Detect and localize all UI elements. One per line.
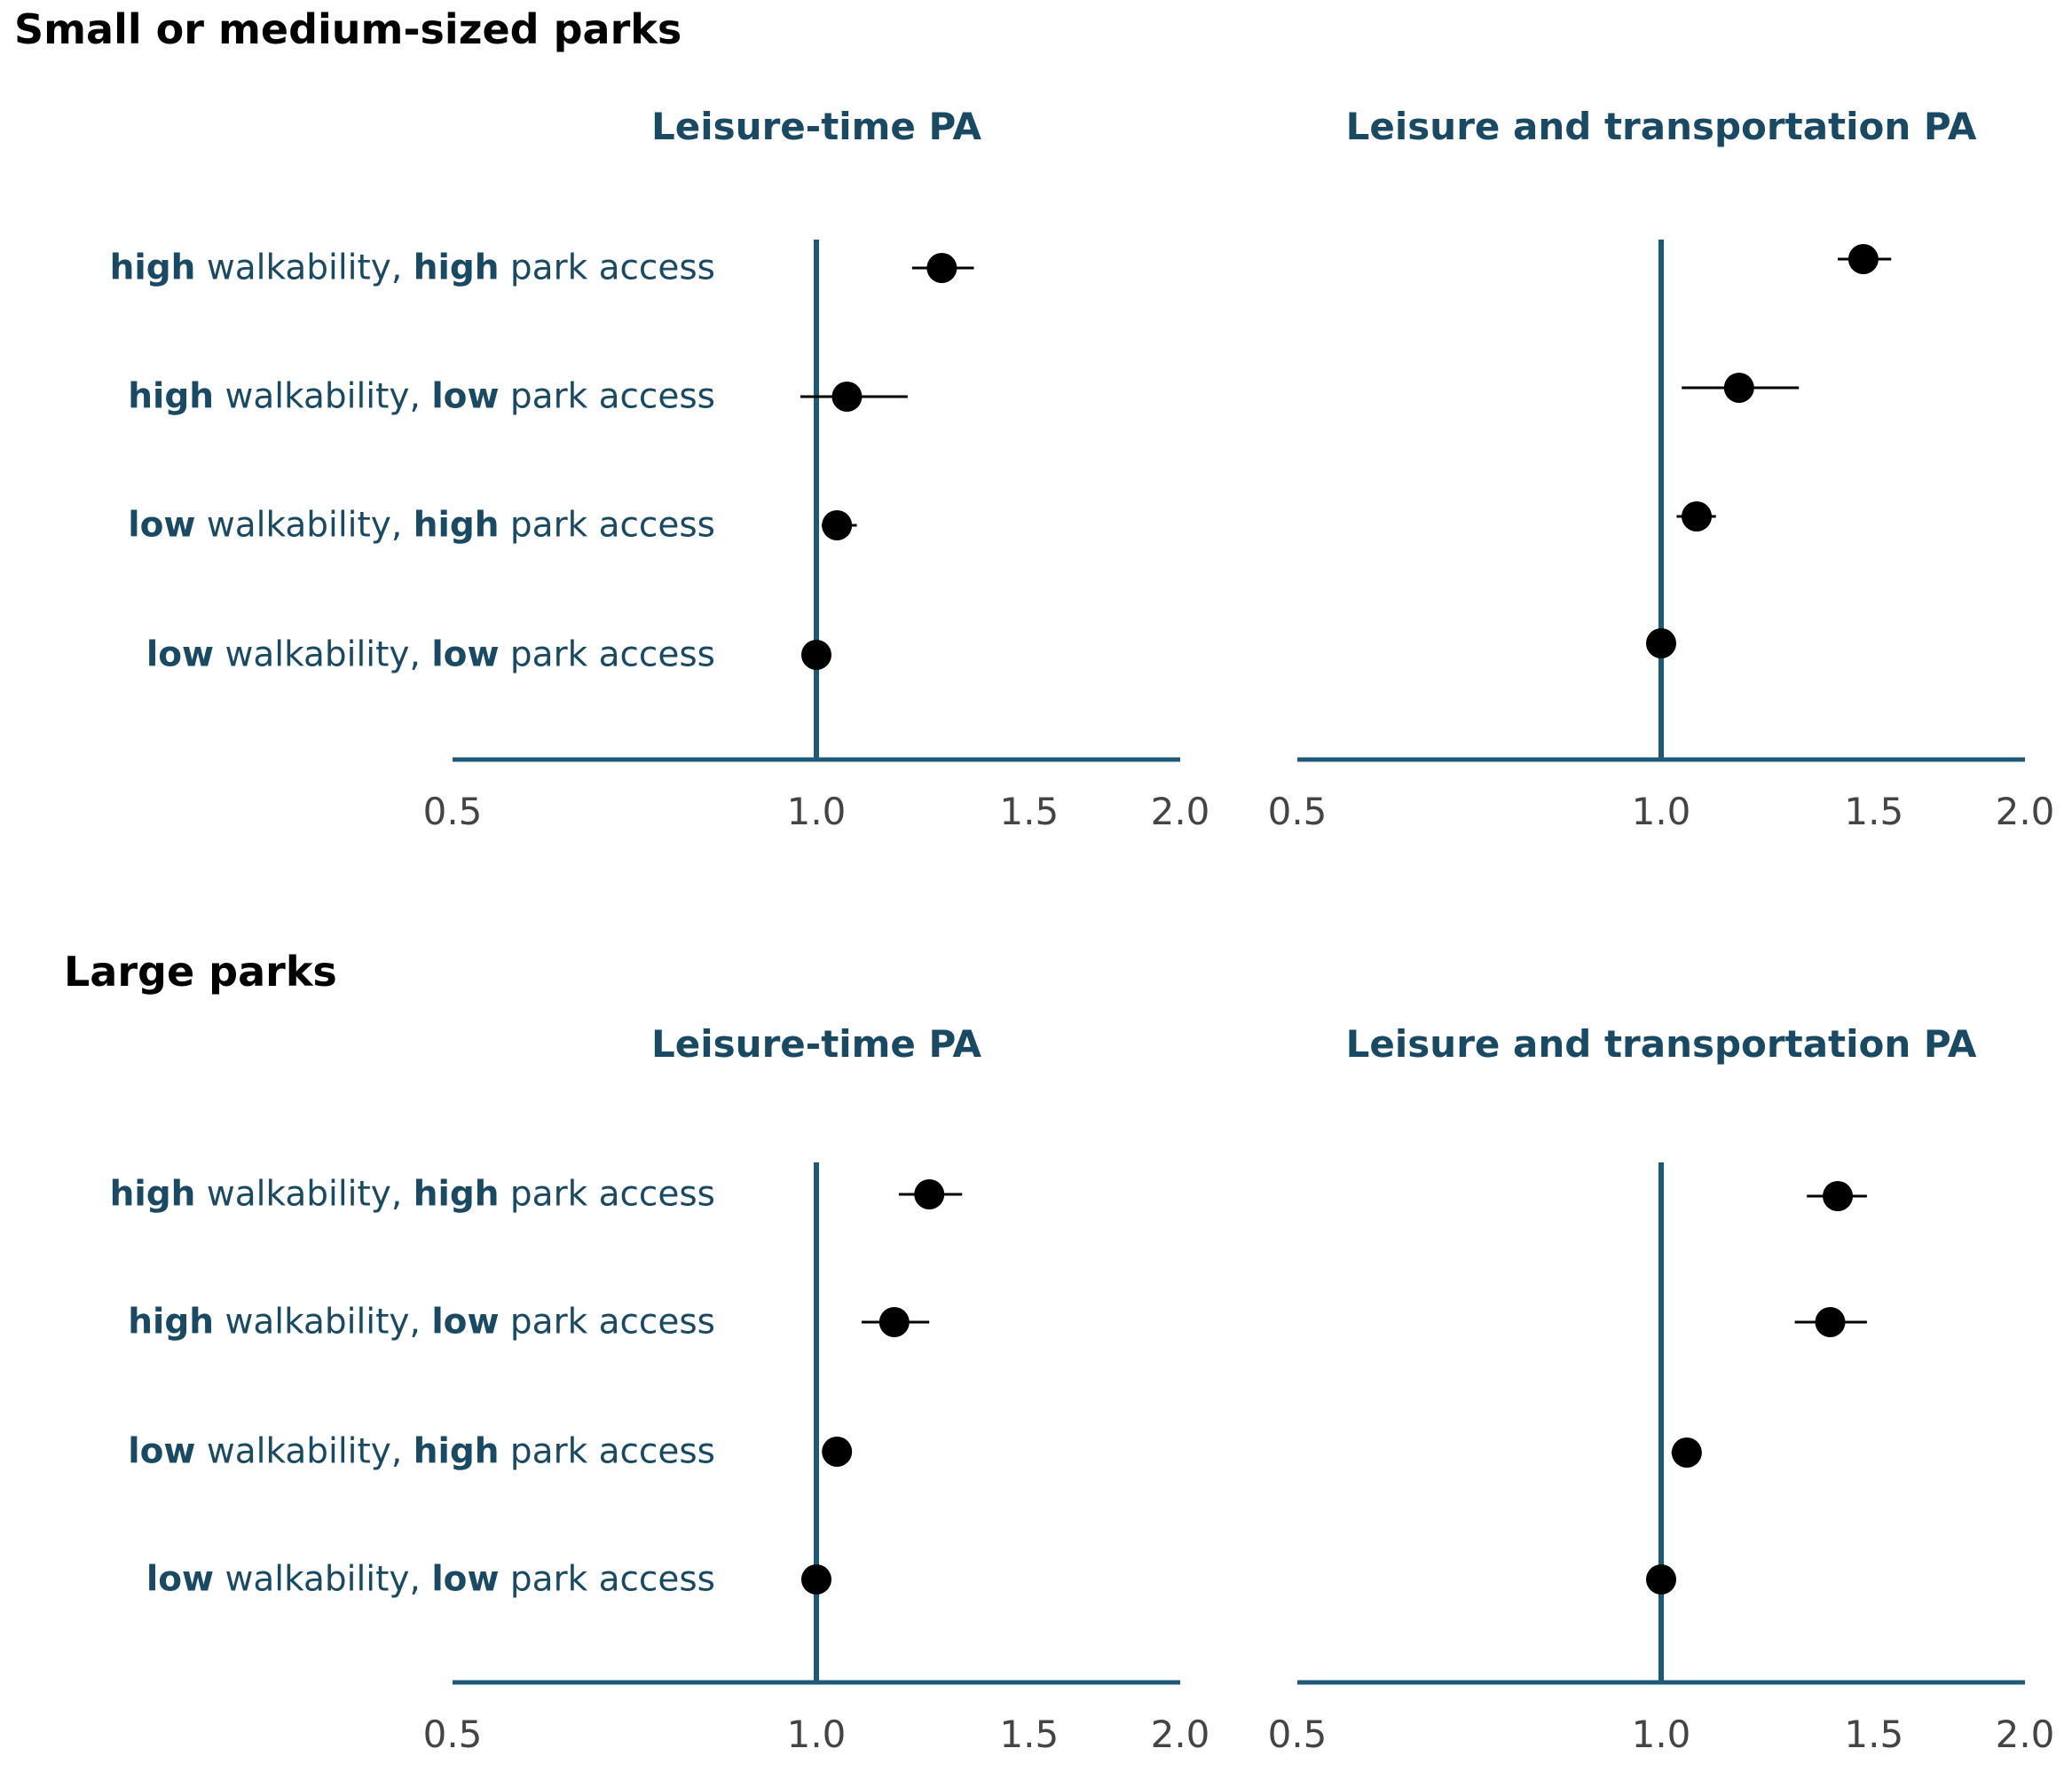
x-tick-label: 0.5 — [422, 790, 483, 833]
estimate-point — [1682, 501, 1713, 532]
estimate-point — [914, 1179, 945, 1209]
x-tick-label: 1.5 — [999, 1713, 1060, 1756]
estimate-point — [822, 510, 853, 540]
panel-title-2: Leisure-time PA — [651, 1022, 981, 1066]
x-tick-label: 1.0 — [786, 1713, 847, 1756]
park-access-level: low — [431, 634, 500, 675]
x-tick-label: 2.0 — [1995, 1713, 2055, 1756]
walkability-word: walkability, — [195, 1431, 414, 1472]
walkability-level: low — [146, 1559, 215, 1600]
estimate-point — [831, 382, 863, 412]
park-access-word: park access — [499, 634, 715, 675]
estimate-point — [1723, 373, 1754, 403]
estimate-point — [926, 253, 957, 283]
estimate-point — [801, 1564, 831, 1595]
row-label: high walkability, high park access — [110, 248, 715, 288]
park-access-level: low — [431, 1302, 500, 1343]
park-access-word: park access — [499, 248, 715, 288]
estimate-point — [1646, 1564, 1676, 1595]
estimate-point — [822, 1437, 853, 1467]
walkability-word: walkability, — [195, 505, 414, 546]
park-access-word: park access — [499, 1559, 715, 1600]
park-access-word: park access — [499, 376, 715, 417]
row-label: high walkability, high park access — [110, 1175, 715, 1215]
x-tick-label: 0.5 — [1267, 1713, 1327, 1756]
x-tick-label: 2.0 — [1995, 790, 2055, 833]
x-tick-label: 0.5 — [422, 1713, 483, 1756]
panel-title-0: Leisure-time PA — [651, 105, 981, 148]
walkability-word: walkability, — [195, 248, 414, 288]
panel-title-3: Leisure and transportation PA — [1345, 1022, 1977, 1066]
walkability-word: walkability, — [214, 634, 432, 675]
row-label: high walkability, low park access — [128, 1303, 715, 1343]
estimate-point — [1671, 1437, 1702, 1468]
walkability-level: high — [128, 1302, 215, 1343]
walkability-level: high — [109, 248, 196, 288]
estimate-point — [878, 1307, 910, 1337]
x-tick-label: 0.5 — [1267, 790, 1327, 833]
park-access-level: high — [413, 1174, 500, 1215]
walkability-level: high — [128, 376, 215, 417]
row-label: low walkability, low park access — [146, 635, 715, 675]
row-label: low walkability, high park access — [128, 1432, 715, 1472]
x-tick-label: 1.5 — [999, 790, 1060, 833]
x-tick-label: 1.0 — [1631, 790, 1691, 833]
park-access-level: high — [413, 248, 500, 288]
estimate-point — [1815, 1307, 1846, 1337]
row-label: high walkability, low park access — [128, 377, 715, 417]
walkability-level: low — [146, 634, 215, 675]
row-label: low walkability, low park access — [146, 1560, 715, 1600]
x-tick-label: 1.5 — [1844, 790, 1904, 833]
x-tick-label: 1.5 — [1844, 1713, 1904, 1756]
panel-title-1: Leisure and transportation PA — [1345, 105, 1977, 148]
section-title-large: Large parks — [64, 948, 337, 996]
x-tick-label: 2.0 — [1150, 1713, 1210, 1756]
park-access-word: park access — [499, 1174, 715, 1215]
walkability-word: walkability, — [214, 376, 432, 417]
park-access-word: park access — [499, 1302, 715, 1343]
walkability-level: high — [109, 1174, 196, 1215]
park-access-level: low — [431, 1559, 500, 1600]
walkability-word: walkability, — [214, 1559, 432, 1600]
row-label: low walkability, high park access — [128, 506, 715, 546]
x-tick-label: 1.0 — [1631, 1713, 1691, 1756]
park-access-word: park access — [499, 505, 715, 546]
estimate-point — [1823, 1181, 1854, 1211]
x-tick-label: 1.0 — [786, 790, 847, 833]
park-access-level: low — [431, 376, 500, 417]
walkability-word: walkability, — [214, 1302, 432, 1343]
park-access-level: high — [413, 1431, 500, 1472]
estimate-point — [1646, 628, 1676, 658]
park-access-word: park access — [499, 1431, 715, 1472]
estimate-point — [1847, 244, 1879, 274]
section-title-small-medium: Small or medium-sized parks — [14, 5, 682, 53]
estimate-point — [801, 640, 831, 670]
walkability-word: walkability, — [195, 1174, 414, 1215]
walkability-level: low — [128, 505, 196, 546]
x-tick-label: 2.0 — [1150, 790, 1210, 833]
walkability-level: low — [128, 1431, 196, 1472]
park-access-level: high — [413, 505, 500, 546]
